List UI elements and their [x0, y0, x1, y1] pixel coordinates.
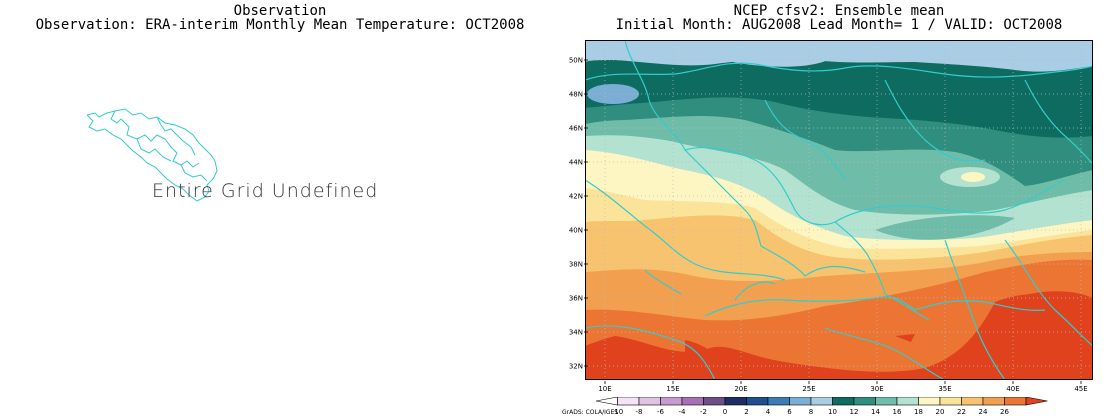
colorbar-swatch — [1004, 397, 1027, 406]
colorbar-label: 18 — [914, 408, 923, 416]
observation-subtitle: Observation: ERA-interim Monthly Mean Te… — [35, 17, 525, 33]
colorbar-swatch — [660, 397, 683, 406]
map-border — [585, 40, 1093, 380]
colorbar-swatch — [832, 397, 855, 406]
observation-coastline-outline — [86, 108, 218, 202]
colorbar-label: 0 — [723, 408, 727, 416]
lon-tick-label: 45E — [1074, 385, 1087, 393]
colorbar-label: 24 — [979, 408, 988, 416]
colorbar-swatch — [853, 397, 876, 406]
latitude-axis: 50N48N46N44N42N40N38N36N34N32N30N — [569, 57, 588, 371]
colorbar-label: -10 — [612, 408, 623, 416]
lat-tick-label: 36N — [569, 295, 583, 303]
forecast-title: NCEP cfsv2: Ensemble mean — [733, 3, 945, 19]
lat-tick-label: 42N — [569, 193, 583, 201]
colorbar-label: 14 — [871, 408, 880, 416]
grads-credit: GrADS: COLA/IGES — [562, 409, 619, 416]
lat-tick-label: 50N — [569, 57, 583, 65]
colorbar-swatch — [638, 397, 661, 406]
colorbar-swatch — [896, 397, 919, 406]
colorbar-label: -8 — [636, 408, 643, 416]
undefined-grid-message: Entire Grid Undefined — [152, 180, 379, 202]
forecast-subtitle: Initial Month: AUG2008 Lead Month= 1 / V… — [615, 17, 1063, 33]
colorbar-swatch — [939, 397, 962, 406]
colorbar-label: -4 — [679, 408, 687, 416]
colorbar-label: 4 — [766, 408, 771, 416]
colorbar-label: -2 — [700, 408, 707, 416]
colorbar-label: 6 — [787, 408, 792, 416]
colorbar-label: 16 — [893, 408, 902, 416]
temperature-colorbar: -10 -8 -6 -4 -2 0 2 4 6 8 10 12 14 16 18 20 22 24 26 — [595, 397, 1048, 416]
lat-tick-label: 32N — [569, 363, 583, 371]
lat-tick-label: 46N — [569, 125, 583, 133]
colorbar-swatch — [810, 397, 833, 406]
forecast-temperature-map — [585, 40, 1093, 380]
colorbar-swatch — [918, 397, 941, 406]
lon-tick-label: 15E — [666, 385, 679, 393]
colorbar-swatch — [724, 397, 747, 406]
colorbar-label: 12 — [850, 408, 859, 416]
colorbar-label: 22 — [957, 408, 966, 416]
lat-tick-label: 48N — [569, 91, 583, 99]
graticule — [585, 40, 1093, 380]
lat-tick-label: 44N — [569, 159, 583, 167]
lon-tick-label: 35E — [938, 385, 951, 393]
longitude-axis: 10E 15E 20E 25E 30E 35E 40E 45E — [598, 381, 1088, 393]
temperature-contour-fill — [585, 40, 1093, 380]
colorbar-swatch — [789, 397, 812, 406]
colorbar-label: 2 — [744, 408, 748, 416]
colorbar-swatch — [961, 397, 984, 406]
colorbar-swatch — [681, 397, 704, 406]
colorbar-label: 26 — [1000, 408, 1009, 416]
lon-tick-label: 10E — [598, 385, 611, 393]
colorbar-swatch — [767, 397, 790, 406]
lat-tick-label: 38N — [569, 261, 583, 269]
colorbar-swatch — [875, 397, 898, 406]
colorbar-arrow-high — [1025, 397, 1048, 406]
lat-tick-label: 40N — [569, 227, 583, 235]
colorbar-arrow-low — [595, 397, 618, 406]
colorbar-label: -6 — [657, 408, 665, 416]
colorbar-label: 20 — [936, 408, 945, 416]
colorbar-swatch — [982, 397, 1005, 406]
lon-tick-label: 25E — [802, 385, 815, 393]
colorbar-swatch — [746, 397, 769, 406]
lon-tick-label: 30E — [870, 385, 883, 393]
colorbar-swatch — [703, 397, 726, 406]
lat-tick-label: 34N — [569, 329, 583, 337]
colorbar-swatch — [617, 397, 640, 406]
colorbar-label: 8 — [809, 408, 813, 416]
observation-title: Observation — [233, 3, 327, 19]
lon-tick-label: 20E — [734, 385, 747, 393]
colorbar-label: 10 — [828, 408, 837, 416]
lon-tick-label: 40E — [1006, 385, 1019, 393]
